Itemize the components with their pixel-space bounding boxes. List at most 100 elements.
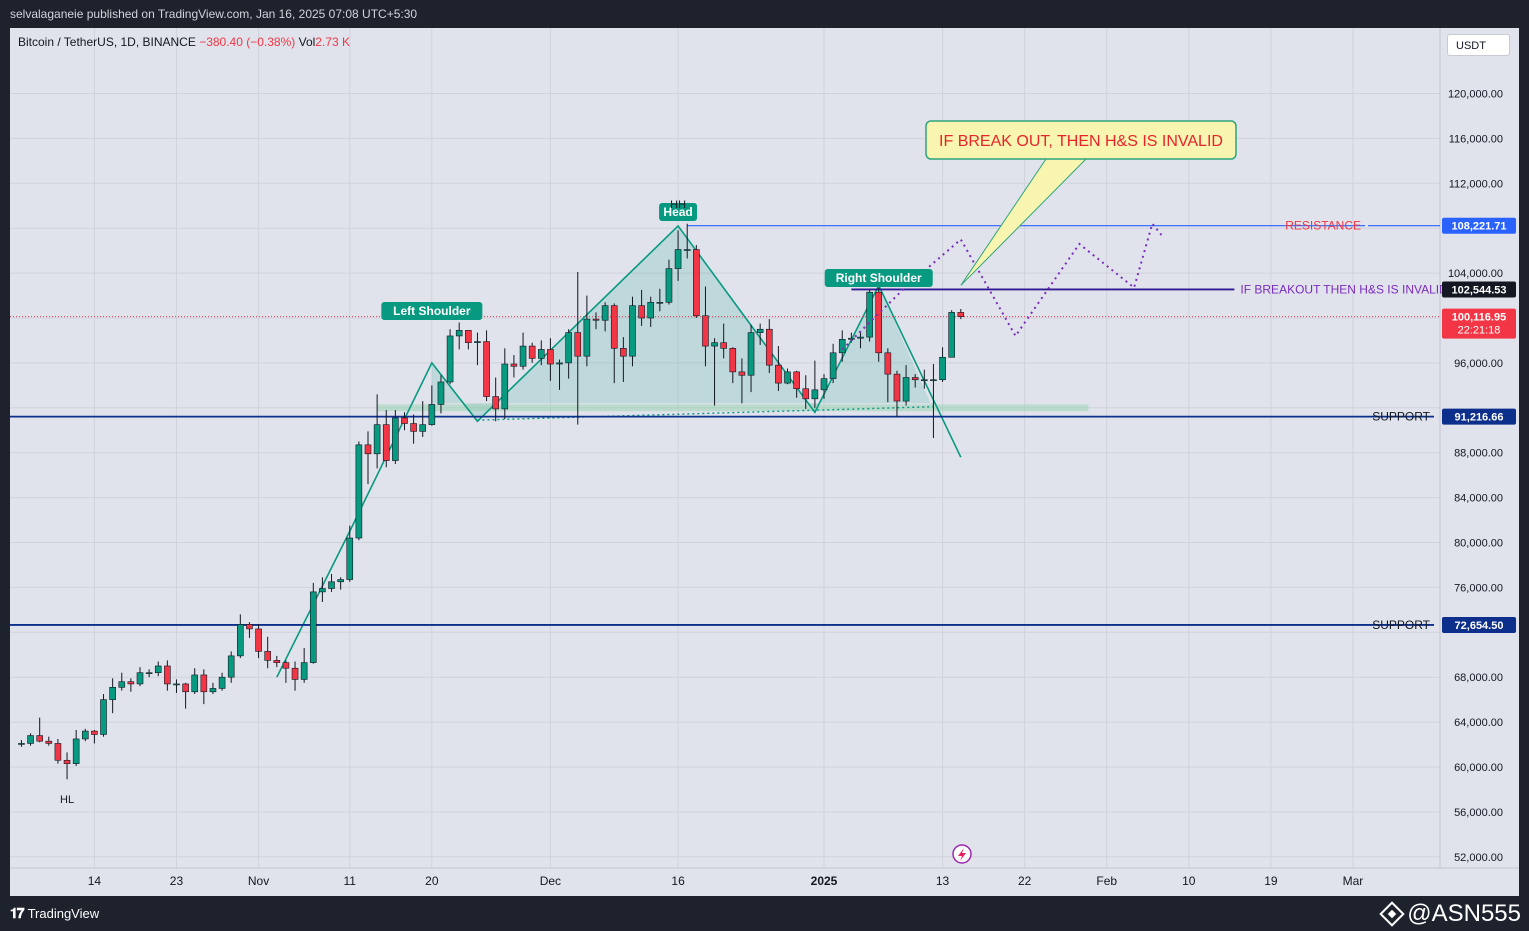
candle[interactable]	[355, 441, 363, 541]
candle[interactable]	[18, 740, 25, 747]
candle[interactable]	[72, 729, 80, 766]
candle[interactable]	[382, 410, 390, 468]
candle[interactable]	[81, 728, 89, 742]
candle[interactable]	[182, 682, 189, 709]
tradingview-logo[interactable]: 𝟏𝟕 TradingView	[10, 905, 99, 922]
candle[interactable]	[492, 377, 499, 422]
candle[interactable]	[547, 338, 554, 381]
candle[interactable]	[556, 359, 563, 390]
candle[interactable]	[820, 374, 828, 399]
candle[interactable]	[309, 582, 317, 664]
candle[interactable]	[100, 694, 107, 737]
candle[interactable]	[246, 622, 253, 638]
candle[interactable]	[911, 374, 919, 388]
candlestick-chart[interactable]: RESISTANCE 108,221.71 IF BREAKOUT THEN H&S…	[10, 28, 1519, 896]
candle[interactable]	[930, 364, 937, 439]
candle[interactable]	[647, 296, 655, 327]
candle[interactable]	[218, 672, 226, 691]
candle[interactable]	[711, 338, 718, 406]
candle[interactable]	[583, 295, 591, 367]
candle[interactable]	[273, 655, 281, 668]
candle[interactable]	[392, 410, 399, 464]
candle[interactable]	[829, 343, 837, 384]
candle[interactable]	[446, 329, 454, 385]
candle[interactable]	[91, 729, 98, 744]
price-level-0[interactable]: RESISTANCE 108,221.71	[687, 217, 1516, 234]
candle[interactable]	[784, 368, 791, 385]
candle[interactable]	[200, 669, 208, 705]
candle[interactable]	[437, 375, 445, 414]
candle[interactable]	[665, 259, 673, 305]
candle[interactable]	[902, 365, 910, 406]
candle[interactable]	[793, 370, 800, 398]
candle[interactable]	[145, 669, 153, 678]
candle[interactable]	[237, 614, 244, 659]
candle[interactable]	[866, 289, 873, 342]
candle[interactable]	[455, 322, 463, 350]
candle[interactable]	[474, 332, 481, 366]
candle[interactable]	[419, 401, 427, 437]
candle[interactable]	[136, 667, 144, 687]
symbol-title[interactable]: Bitcoin / TetherUS, 1D, BINANCE	[18, 35, 196, 49]
candle[interactable]	[27, 733, 34, 746]
head-label[interactable]: Head	[659, 203, 698, 221]
candle[interactable]	[720, 323, 727, 359]
candle[interactable]	[811, 360, 819, 408]
candle[interactable]	[610, 303, 618, 384]
candle[interactable]	[565, 329, 572, 379]
candle[interactable]	[209, 682, 217, 695]
candle[interactable]	[282, 660, 290, 683]
candle[interactable]	[948, 310, 955, 358]
candle[interactable]	[227, 651, 235, 683]
candle[interactable]	[775, 346, 782, 391]
candle[interactable]	[656, 288, 664, 312]
candle[interactable]	[601, 302, 609, 332]
candle[interactable]	[373, 394, 381, 469]
candle[interactable]	[702, 286, 709, 367]
candle[interactable]	[528, 342, 536, 363]
candle[interactable]	[127, 678, 135, 692]
candle[interactable]	[574, 271, 582, 425]
candle[interactable]	[537, 340, 545, 366]
candle[interactable]	[674, 230, 682, 281]
candle[interactable]	[620, 337, 627, 382]
candle[interactable]	[364, 431, 372, 485]
candle[interactable]	[255, 624, 262, 659]
candle[interactable]	[747, 324, 755, 393]
candle[interactable]	[875, 287, 883, 362]
price-level-2[interactable]: SUPPORT 91,216.66	[10, 408, 1516, 425]
candle[interactable]	[683, 223, 691, 259]
candle[interactable]	[519, 332, 527, 370]
candle[interactable]	[109, 678, 116, 714]
price-level-3[interactable]: SUPPORT 72,654.50	[10, 616, 1516, 633]
candle[interactable]	[921, 369, 928, 389]
candle[interactable]	[300, 648, 308, 683]
candle[interactable]	[63, 752, 71, 780]
candle[interactable]	[173, 679, 180, 693]
candle[interactable]	[45, 736, 53, 746]
chart-area[interactable]: RESISTANCE 108,221.71 IF BREAKOUT THEN H&S…	[10, 28, 1519, 896]
candle[interactable]	[264, 636, 271, 669]
candle[interactable]	[291, 661, 299, 691]
candle[interactable]	[410, 414, 417, 444]
candle[interactable]	[118, 672, 126, 691]
candle[interactable]	[738, 358, 746, 404]
candle[interactable]	[501, 348, 509, 420]
candle[interactable]	[465, 330, 472, 350]
price-level-1[interactable]: IF BREAKOUT THEN H&S IS INVALID 102,544.5…	[851, 281, 1516, 298]
candle[interactable]	[337, 577, 344, 590]
candle[interactable]	[638, 289, 645, 326]
candle[interactable]	[401, 412, 408, 431]
candle[interactable]	[164, 660, 171, 691]
candle[interactable]	[428, 385, 436, 426]
candle[interactable]	[729, 347, 737, 384]
candle[interactable]	[54, 738, 62, 764]
candle[interactable]	[191, 668, 199, 695]
candles[interactable]	[18, 223, 965, 780]
right-shoulder-label[interactable]: Right Shoulder	[824, 269, 933, 287]
candle[interactable]	[319, 577, 326, 602]
breakout-callout[interactable]: IF BREAK OUT, THEN H&S IS INVALID	[925, 120, 1237, 286]
price-axis[interactable]: 52,000.00 56,000.00 60,000.00 64,000.00 68,0…	[1448, 89, 1503, 864]
candle[interactable]	[838, 330, 846, 362]
